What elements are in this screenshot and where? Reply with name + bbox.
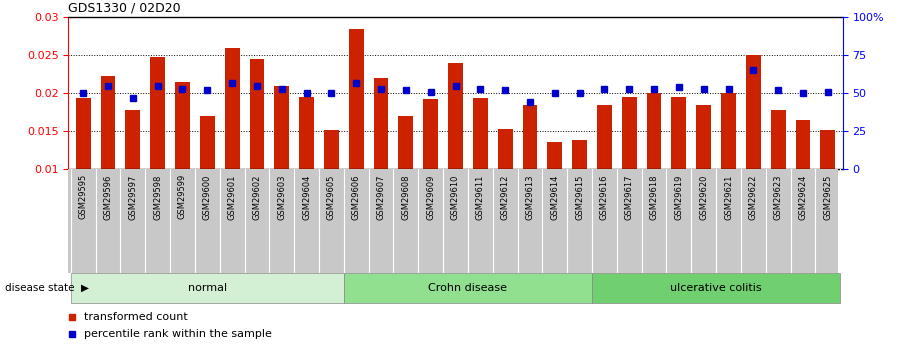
Text: ulcerative colitis: ulcerative colitis xyxy=(670,283,762,293)
Text: GSM29611: GSM29611 xyxy=(476,174,485,220)
Bar xyxy=(771,110,785,169)
Bar xyxy=(126,110,140,169)
Bar xyxy=(473,98,487,169)
Text: disease state  ▶: disease state ▶ xyxy=(5,283,88,293)
Bar xyxy=(722,93,736,169)
Text: GSM29613: GSM29613 xyxy=(526,174,535,220)
Bar xyxy=(696,105,711,169)
Text: GSM29599: GSM29599 xyxy=(178,174,187,219)
Text: GSM29597: GSM29597 xyxy=(128,174,138,220)
Text: GSM29609: GSM29609 xyxy=(426,174,435,220)
Bar xyxy=(71,273,343,303)
Bar xyxy=(150,57,165,169)
Bar xyxy=(424,99,438,169)
Bar xyxy=(274,86,289,169)
Text: normal: normal xyxy=(188,283,227,293)
Text: GSM29625: GSM29625 xyxy=(824,174,833,220)
Text: GSM29604: GSM29604 xyxy=(302,174,311,220)
Text: GSM29612: GSM29612 xyxy=(501,174,509,220)
Text: GSM29618: GSM29618 xyxy=(650,174,659,220)
Text: GSM29620: GSM29620 xyxy=(699,174,708,220)
Bar xyxy=(597,105,612,169)
Text: GSM29615: GSM29615 xyxy=(575,174,584,220)
Bar xyxy=(374,78,388,169)
Text: GSM29602: GSM29602 xyxy=(252,174,261,220)
Text: GSM29619: GSM29619 xyxy=(674,174,683,220)
Text: percentile rank within the sample: percentile rank within the sample xyxy=(84,329,271,339)
Bar xyxy=(225,48,240,169)
Text: transformed count: transformed count xyxy=(84,312,188,322)
Bar xyxy=(76,98,91,169)
Bar xyxy=(250,59,264,169)
Text: GSM29601: GSM29601 xyxy=(228,174,237,220)
Bar xyxy=(398,116,414,169)
Bar xyxy=(746,55,761,169)
Text: GSM29605: GSM29605 xyxy=(327,174,336,220)
Bar xyxy=(200,116,215,169)
Bar xyxy=(622,97,637,169)
Bar xyxy=(343,273,592,303)
Bar xyxy=(523,105,537,169)
Text: GSM29607: GSM29607 xyxy=(376,174,385,220)
Bar xyxy=(820,130,835,169)
Text: GSM29606: GSM29606 xyxy=(352,174,361,220)
Text: GSM29622: GSM29622 xyxy=(749,174,758,220)
Bar xyxy=(572,140,587,169)
Text: Crohn disease: Crohn disease xyxy=(428,283,507,293)
Text: GSM29596: GSM29596 xyxy=(104,174,113,220)
Bar xyxy=(592,273,840,303)
Text: GSM29600: GSM29600 xyxy=(203,174,212,220)
Bar xyxy=(548,142,562,169)
Text: GSM29610: GSM29610 xyxy=(451,174,460,220)
Bar xyxy=(448,63,463,169)
Bar xyxy=(647,93,661,169)
Bar xyxy=(497,129,513,169)
Text: GSM29598: GSM29598 xyxy=(153,174,162,220)
Bar xyxy=(671,97,686,169)
Bar xyxy=(349,29,363,169)
Text: GSM29608: GSM29608 xyxy=(402,174,410,220)
Bar xyxy=(299,97,314,169)
Text: GSM29614: GSM29614 xyxy=(550,174,559,220)
Bar xyxy=(175,82,189,169)
Text: GSM29595: GSM29595 xyxy=(78,174,87,219)
Text: GSM29603: GSM29603 xyxy=(277,174,286,220)
Bar xyxy=(795,120,811,169)
Text: GSM29623: GSM29623 xyxy=(773,174,783,220)
Text: GSM29624: GSM29624 xyxy=(798,174,807,220)
Text: GDS1330 / 02D20: GDS1330 / 02D20 xyxy=(68,2,181,15)
Text: GSM29617: GSM29617 xyxy=(625,174,634,220)
Text: GSM29621: GSM29621 xyxy=(724,174,733,220)
Text: GSM29616: GSM29616 xyxy=(600,174,609,220)
Bar xyxy=(324,130,339,169)
Bar xyxy=(100,77,116,169)
